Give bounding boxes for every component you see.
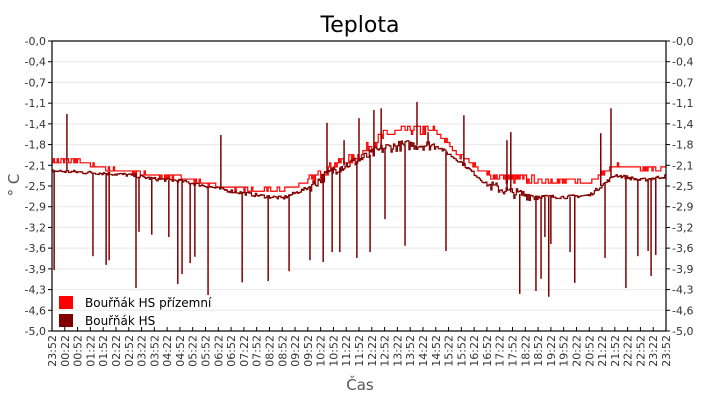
- y-tick-label-right: -1,1: [672, 97, 693, 110]
- y-tick-label: -3,2: [25, 221, 46, 234]
- x-tick-label: 12:22: [366, 335, 379, 367]
- x-tick-label: 23:52: [660, 335, 673, 367]
- legend-label-series-1: Bouřňák HS přízemní: [85, 296, 212, 310]
- x-tick-label: 02:52: [123, 335, 136, 367]
- legend-swatch-series-1: [59, 296, 73, 309]
- x-tick-label: 09:22: [289, 335, 302, 367]
- y-tick-label: -5,0: [25, 325, 46, 338]
- x-tick-label: 15:52: [455, 335, 468, 367]
- series-1: [52, 125, 666, 192]
- legend-label-series-2: Bouřňák HS: [85, 314, 155, 328]
- legend: Bouřňák HS přízemní Bouřňák HS: [59, 296, 212, 328]
- x-tick-label: 01:52: [97, 335, 110, 367]
- x-tick-label: 13:52: [404, 335, 417, 367]
- y-axis-label: ° C: [5, 174, 23, 197]
- x-tick-label: 01:22: [84, 335, 97, 367]
- x-tick-label: 23:22: [647, 335, 660, 367]
- y-tick-label: -2,9: [25, 201, 46, 214]
- x-tick-label: 22:52: [634, 335, 647, 367]
- x-tick-label: 00:52: [72, 335, 85, 367]
- x-tick-label: 17:22: [494, 335, 507, 367]
- x-tick-label: 14:52: [430, 335, 443, 367]
- y-tick-label: -2,5: [25, 180, 46, 193]
- x-tick-label: 12:52: [379, 335, 392, 367]
- chart-title: Teplota: [320, 13, 400, 38]
- x-tick-label: 23:52: [46, 335, 59, 367]
- legend-swatch-series-2: [59, 314, 73, 327]
- x-tick-label: 11:52: [353, 335, 366, 367]
- x-tick-label: 17:52: [507, 335, 520, 367]
- y-tick-label: -1,8: [25, 139, 46, 152]
- y-tick-label: -2,1: [25, 159, 46, 172]
- y-tick-label-right: -3,2: [672, 221, 693, 234]
- x-tick-label: 20:52: [583, 335, 596, 367]
- x-tick-label: 19:22: [545, 335, 558, 367]
- x-tick-label: 09:52: [302, 335, 315, 367]
- x-tick-label: 14:22: [417, 335, 430, 367]
- y-tick-label: -4,6: [25, 304, 46, 317]
- x-tick-label: 16:22: [468, 335, 481, 367]
- y-tick-label: -0,7: [25, 76, 46, 89]
- y-tick-label-right: -0,4: [672, 56, 693, 69]
- y-tick-label-right: -2,1: [672, 159, 693, 172]
- y-tick-label-right: -2,5: [672, 180, 693, 193]
- x-tick-label: 07:22: [238, 335, 251, 367]
- x-tick-label: 15:22: [443, 335, 456, 367]
- x-tick-label: 10:22: [315, 335, 328, 367]
- y-tick-label-right: -3,6: [672, 242, 693, 255]
- y-tick-label: -0,0: [25, 35, 46, 48]
- x-tick-label: 00:22: [59, 335, 72, 367]
- x-tick-label: 06:22: [212, 335, 225, 367]
- y-axis-left-ticks: -0,0 -0,4 -0,7 -1,1 -1,4 -1,8 -2,1 -2,5 -2,9 -3,2…: [25, 35, 52, 338]
- x-axis-ticks: 23:52 00:22 00:52 01:22 01:52 02:22 02:52 03:22…: [46, 327, 673, 367]
- y-tick-label-right: -1,8: [672, 139, 693, 152]
- y-tick-label-right: -1,4: [672, 118, 693, 131]
- y-tick-label: -3,6: [25, 242, 46, 255]
- x-tick-label: 10:52: [327, 335, 340, 367]
- series-2: [52, 101, 667, 297]
- x-axis-label: Čas: [346, 375, 374, 394]
- y-tick-label: -0,4: [25, 56, 46, 69]
- x-tick-label: 22:22: [622, 335, 635, 367]
- x-tick-label: 02:22: [110, 335, 123, 367]
- x-tick-label: 05:52: [200, 335, 213, 367]
- x-tick-label: 18:22: [519, 335, 532, 367]
- x-tick-label: 05:22: [187, 335, 200, 367]
- y-tick-label-right: -5,0: [672, 325, 693, 338]
- x-tick-label: 03:52: [148, 335, 161, 367]
- x-tick-label: 07:52: [251, 335, 264, 367]
- y-tick-label: -1,1: [25, 97, 46, 110]
- x-tick-label: 03:22: [136, 335, 149, 367]
- x-tick-label: 08:22: [263, 335, 276, 367]
- x-tick-label: 13:22: [391, 335, 404, 367]
- x-tick-label: 04:52: [174, 335, 187, 367]
- x-tick-label: 08:52: [276, 335, 289, 367]
- x-tick-label: 21:52: [609, 335, 622, 367]
- x-tick-label: 04:22: [161, 335, 174, 367]
- y-tick-label-right: -3,9: [672, 263, 693, 276]
- y-tick-label-right: -4,3: [672, 284, 693, 297]
- gridlines: [52, 61, 666, 311]
- y-tick-label-right: -0,7: [672, 76, 693, 89]
- x-tick-label: 18:52: [532, 335, 545, 367]
- x-tick-label: 06:52: [225, 335, 238, 367]
- series-line: [52, 125, 666, 192]
- series-line: [52, 140, 667, 202]
- y-axis-right-ticks: -0,0 -0,4 -0,7 -1,1 -1,4 -1,8 -2,1 -2,5 -2,9 -3,2…: [666, 35, 693, 338]
- x-tick-label: 19:52: [558, 335, 571, 367]
- x-tick-label: 11:22: [340, 335, 353, 367]
- y-tick-label-right: -4,6: [672, 304, 693, 317]
- x-tick-label: 21:22: [596, 335, 609, 367]
- x-tick-label: 20:22: [570, 335, 583, 367]
- y-tick-label-right: -0,0: [672, 35, 693, 48]
- y-tick-label: -1,4: [25, 118, 46, 131]
- series-layer: [52, 101, 667, 297]
- x-tick-label: 16:52: [481, 335, 494, 367]
- y-tick-label: -4,3: [25, 284, 46, 297]
- y-tick-label-right: -2,9: [672, 201, 693, 214]
- y-tick-label: -3,9: [25, 263, 46, 276]
